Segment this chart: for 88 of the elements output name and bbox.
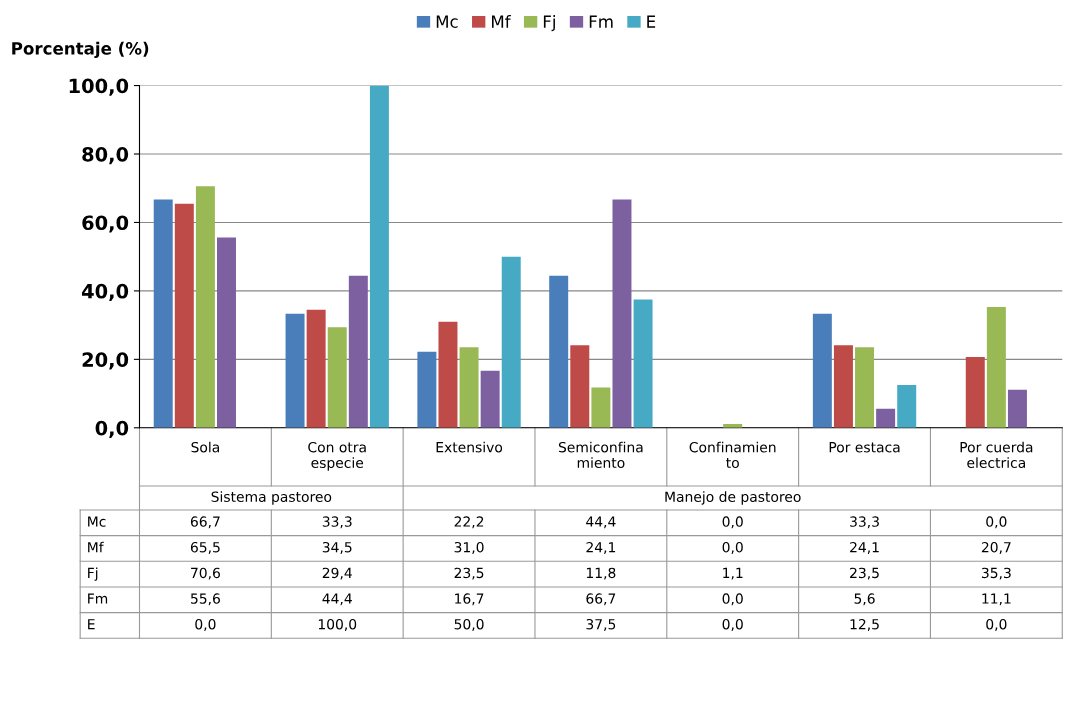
- x-tick-label: Con otra especie: [308, 441, 366, 471]
- bar: [876, 408, 896, 428]
- text: Mf: [88, 541, 104, 553]
- data-label: 35,3: [981, 567, 1011, 580]
- legend-label: Mc: [436, 15, 458, 28]
- data-label: 34,5: [322, 541, 352, 554]
- data-label: 44,4: [322, 593, 352, 606]
- y-axis-title: Porcentaje (%): [12, 41, 149, 59]
- data-label: 33,3: [850, 516, 879, 529]
- x-tick-label: Por estaca: [829, 442, 900, 453]
- data-label: 44,4: [586, 516, 616, 529]
- y-tick-label: 40,0: [81, 283, 129, 302]
- data-label: 100,0: [318, 618, 357, 631]
- bar: [153, 199, 173, 428]
- data-label: 0,0: [986, 618, 1007, 631]
- data-label: 31,0: [454, 541, 484, 554]
- data-label: 11,1: [982, 593, 1011, 606]
- data-label: 0,0: [722, 541, 743, 554]
- bar: [195, 186, 215, 428]
- data-label: 37,5: [586, 618, 616, 631]
- legend-label: E: [647, 15, 656, 28]
- bar: [327, 327, 347, 428]
- data-label: 55,6: [191, 593, 220, 606]
- bar: [855, 347, 875, 428]
- data-label: 29,4: [322, 567, 352, 580]
- bar: [501, 256, 521, 428]
- data-label: 0,0: [722, 516, 743, 529]
- data-label: 1,1: [723, 567, 743, 580]
- x-tick-label: Por cuerda electrica: [960, 441, 1033, 468]
- data-label: 0,0: [722, 593, 743, 606]
- data-label: 65,5: [190, 541, 220, 554]
- x-tick-label: Sola: [191, 441, 219, 453]
- data-label: 33,3: [322, 516, 352, 529]
- bar: [570, 345, 590, 428]
- data-label: 20,7: [981, 541, 1011, 554]
- x-tick-label: Extensivo: [436, 441, 503, 453]
- data-label: 22,2: [454, 516, 484, 529]
- y-tick-label: 20,0: [82, 352, 129, 370]
- data-label: 50,0: [454, 618, 484, 631]
- bar: [438, 321, 458, 428]
- bar: [612, 199, 632, 428]
- bar: [348, 275, 368, 428]
- data-label: 11,8: [586, 567, 616, 580]
- data-label: 66,7: [190, 516, 220, 529]
- data-label: 5,6: [854, 593, 875, 606]
- bar: [812, 313, 832, 428]
- legend-label: Fm: [589, 15, 613, 28]
- y-tick-label: 80,0: [82, 146, 129, 165]
- y-tick-label: 0,0: [95, 420, 129, 438]
- text: E: [88, 619, 95, 630]
- bar: [833, 345, 853, 428]
- bar: [306, 309, 326, 428]
- x-tick-label: Confinamien to: [689, 441, 776, 468]
- bar: [217, 237, 236, 428]
- text: Fm: [88, 593, 108, 604]
- data-label: 23,5: [454, 567, 484, 580]
- data-label: 0,0: [986, 516, 1007, 529]
- bar: [986, 306, 1006, 428]
- bar: [285, 313, 305, 428]
- data-label: 12,5: [850, 618, 879, 631]
- x-tick-label: Semiconfina miento: [558, 441, 643, 468]
- text: Sistema pastoreo: [211, 491, 332, 505]
- text: Mc: [88, 516, 106, 527]
- data-label: 16,7: [455, 593, 484, 606]
- bar: [591, 387, 611, 428]
- bar: [1007, 389, 1027, 428]
- data-label: 24,1: [850, 541, 879, 554]
- data-label: 66,7: [586, 593, 616, 606]
- y-tick-label: 100,0: [69, 78, 129, 96]
- text: Manejo de pastoreo: [665, 491, 801, 505]
- legend-label: Mf: [492, 15, 511, 28]
- bar: [549, 275, 569, 428]
- bar: [417, 351, 437, 428]
- y-tick-label: 60,0: [82, 215, 129, 233]
- data-label: 0,0: [722, 618, 743, 631]
- legend-label: Fj: [543, 15, 555, 32]
- data-label: 0,0: [195, 618, 216, 631]
- text: Fj: [88, 567, 98, 581]
- bar: [174, 203, 194, 428]
- bar: [897, 385, 917, 428]
- bar: [480, 370, 500, 428]
- bar: [459, 347, 479, 428]
- data-label: 24,1: [586, 541, 616, 554]
- bar: [965, 356, 985, 428]
- bar: [633, 299, 653, 428]
- data-label: 70,6: [191, 567, 220, 580]
- bar: [369, 85, 389, 428]
- data-label: 23,5: [850, 567, 879, 580]
